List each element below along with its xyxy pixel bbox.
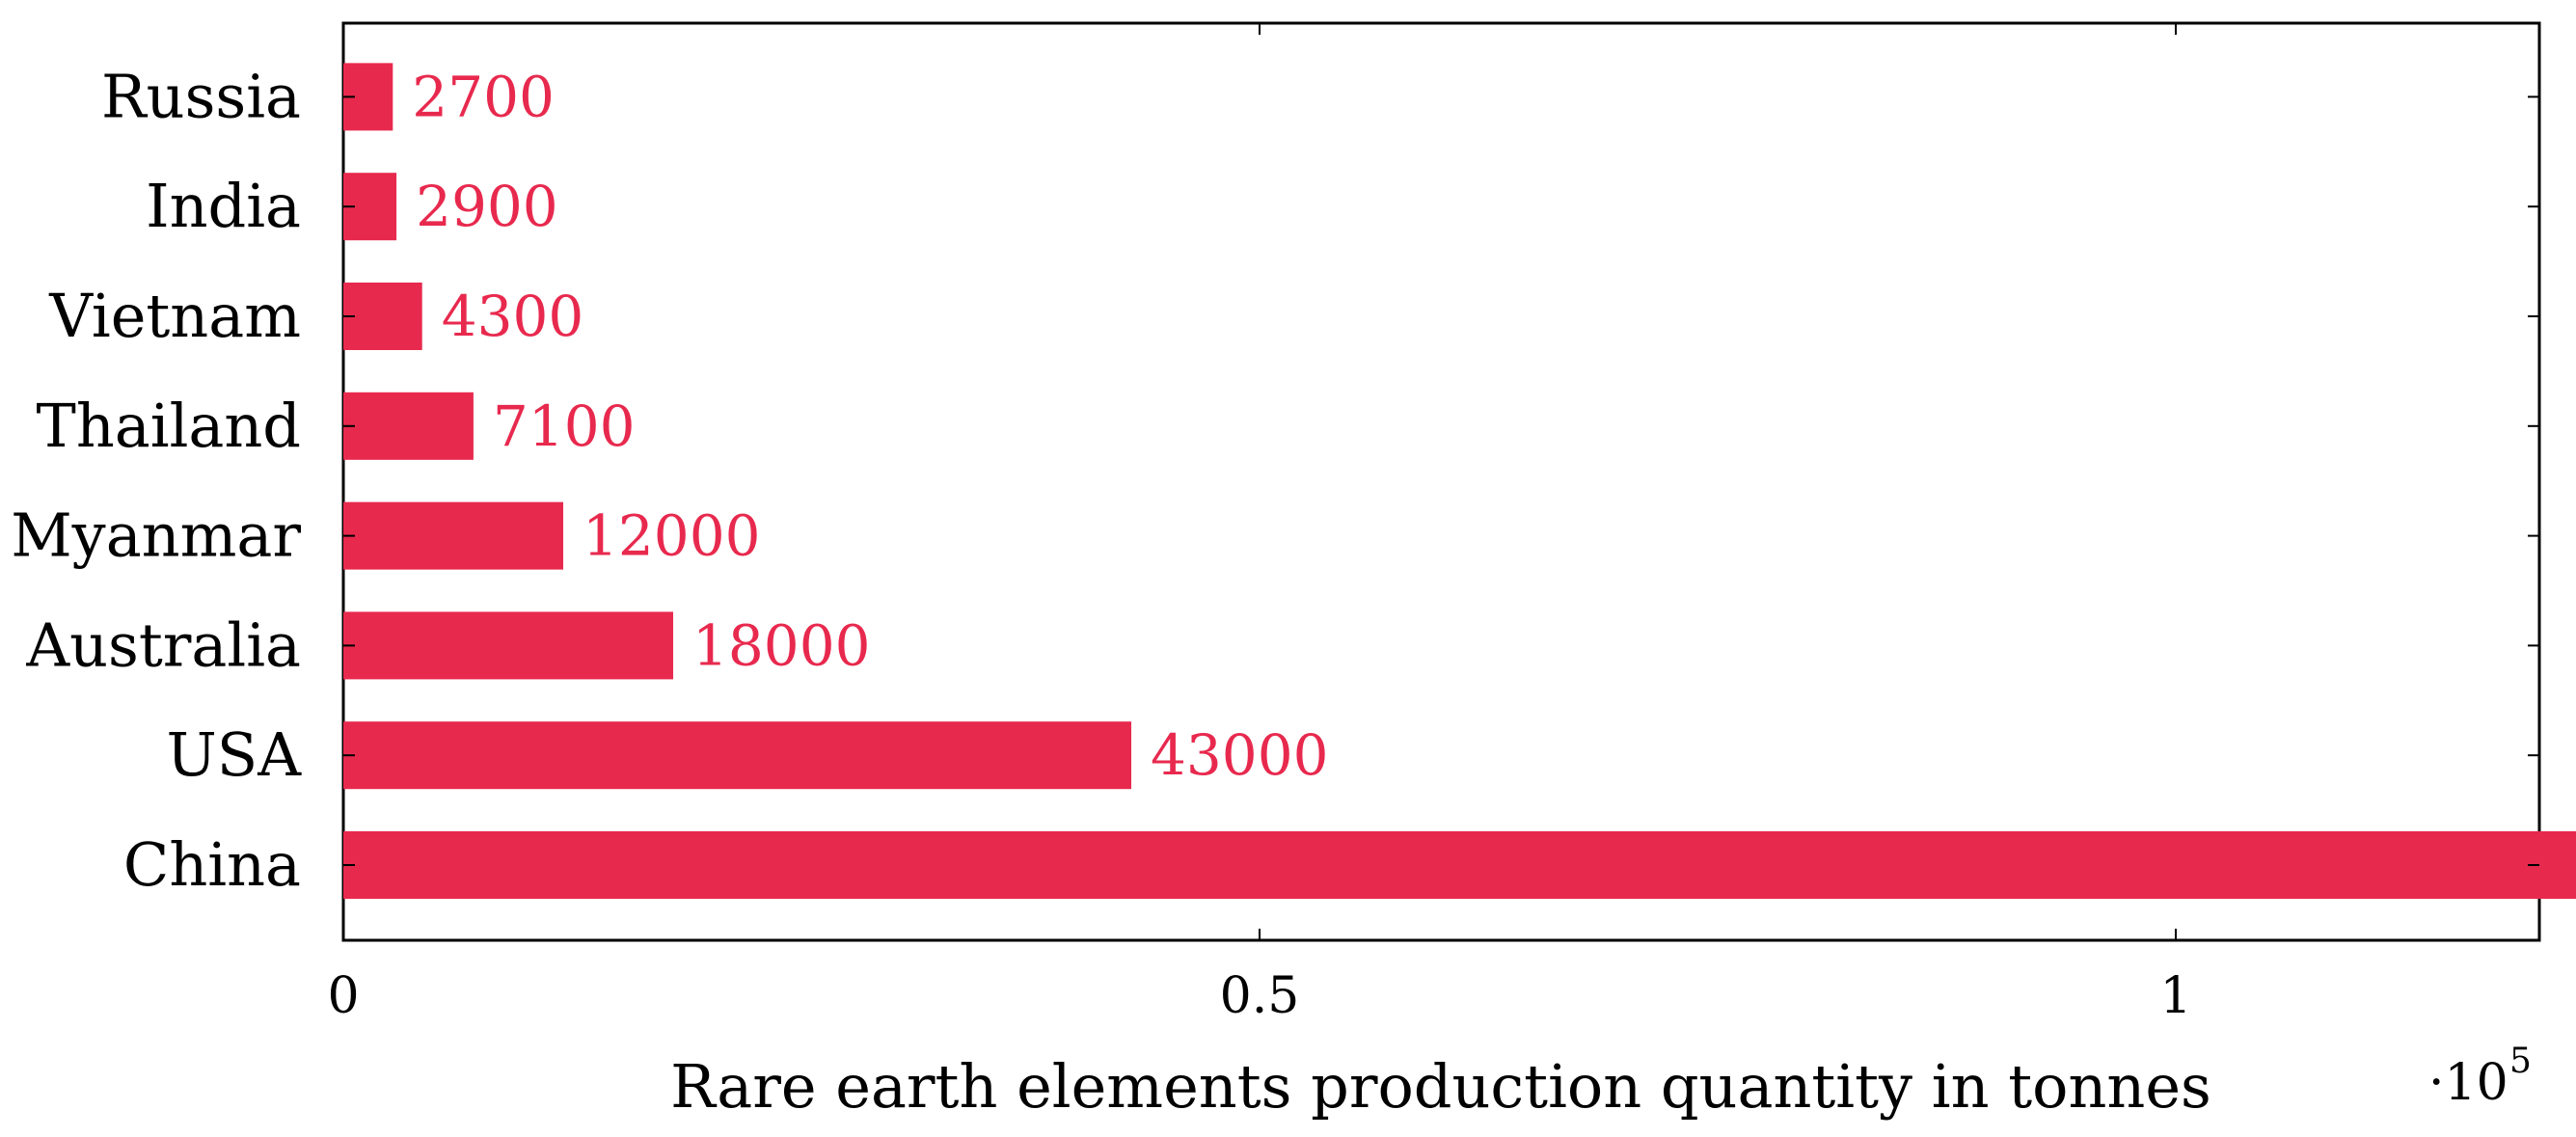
x-scale-multiplier-base: ·10	[2428, 1054, 2508, 1112]
value-label-india: 2900	[416, 174, 558, 239]
bar-china	[343, 831, 2576, 899]
category-labels-group: China USA Australia Myanmar Thailand Vietnam I…	[11, 61, 302, 900]
bars-group	[343, 63, 2576, 899]
x-tick-label: 1	[2159, 967, 2191, 1025]
x-scale-multiplier-exponent: 5	[2509, 1042, 2532, 1081]
value-label-myanmar: 12000	[583, 503, 761, 569]
x-scale-multiplier: ·10 5	[2428, 1042, 2532, 1112]
category-label-australia: Australia	[25, 609, 301, 680]
value-labels-group: 2100004300018000120007100430029002700	[412, 64, 1329, 788]
category-label-myanmar: Myanmar	[11, 501, 301, 571]
bar-vietnam	[343, 283, 422, 350]
value-label-usa: 43000	[1151, 722, 1329, 788]
category-label-russia: Russia	[101, 61, 301, 131]
x-tick-label: 0	[327, 967, 359, 1025]
x-tick-label: 0.5	[1220, 967, 1300, 1025]
category-label-india: India	[146, 171, 301, 241]
category-label-china: China	[123, 829, 301, 900]
value-label-vietnam: 4300	[442, 284, 584, 349]
category-label-usa: USA	[167, 719, 303, 790]
category-label-thailand: Thailand	[37, 391, 302, 461]
bar-myanmar	[343, 501, 563, 570]
value-label-australia: 18000	[692, 612, 871, 678]
value-label-russia: 2700	[412, 64, 555, 129]
bar-thailand	[343, 392, 474, 460]
category-label-vietnam: Vietnam	[48, 281, 301, 351]
x-axis-title: Rare earth elements production quantity …	[670, 1051, 2211, 1122]
x-ticks-group: 00.511.52	[327, 23, 2539, 1025]
bar-australia	[343, 611, 673, 680]
value-label-thailand: 7100	[493, 393, 636, 459]
bar-usa	[343, 721, 1131, 790]
plot-frame	[341, 21, 2541, 942]
